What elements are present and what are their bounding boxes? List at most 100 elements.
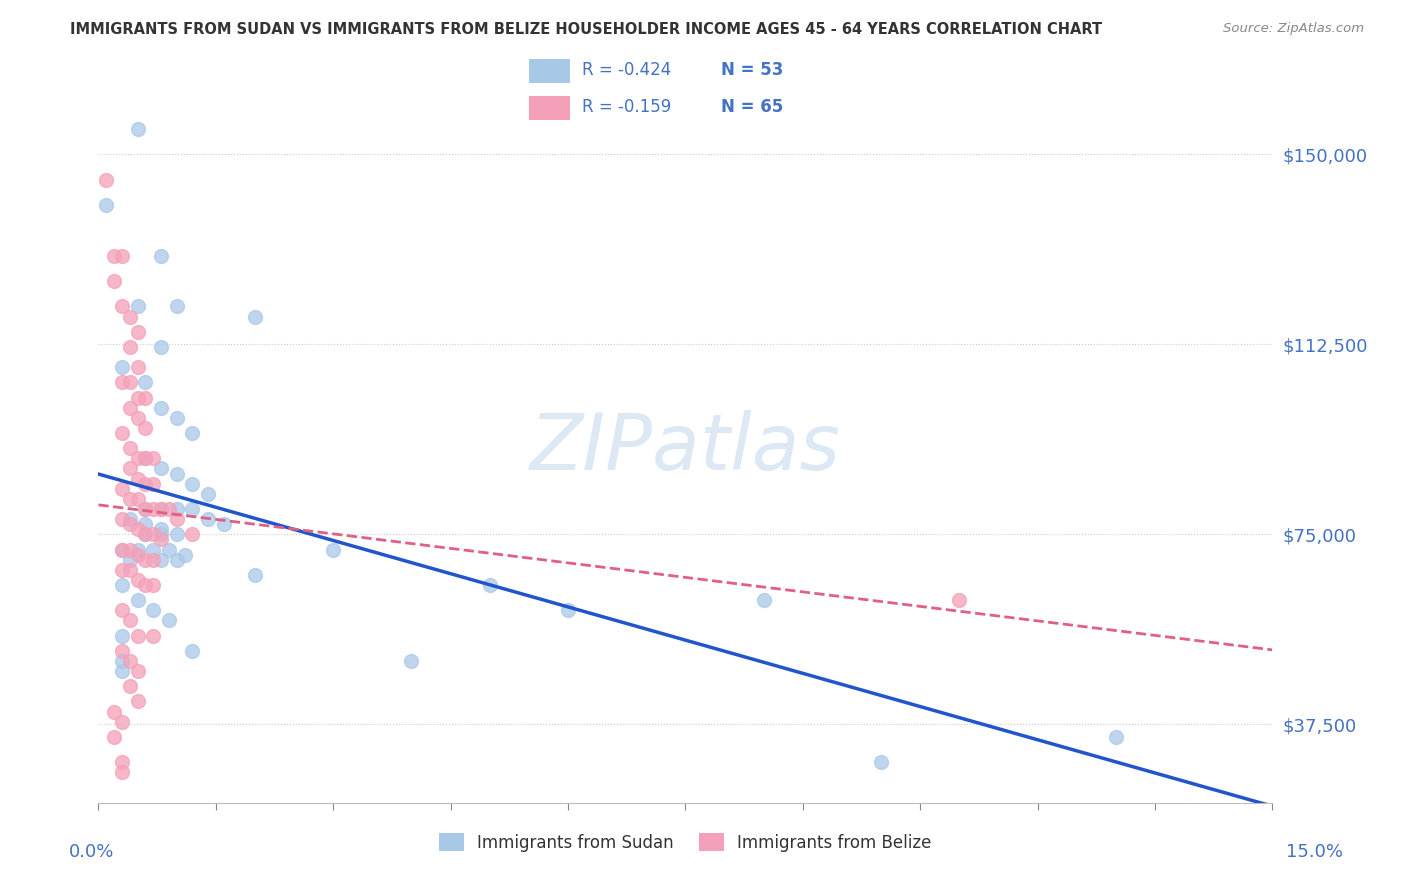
Point [103, 249, 125, 263]
Point [118, 310, 141, 324]
Point [157, 614, 180, 628]
Point [127, 629, 149, 643]
Point [118, 552, 141, 566]
Point [150, 340, 173, 354]
Point [142, 527, 165, 541]
Point [118, 401, 141, 415]
Point [118, 340, 141, 354]
Point [150, 552, 173, 566]
Point [166, 502, 188, 516]
Point [166, 512, 188, 526]
Point [752, 593, 775, 607]
Point [150, 401, 173, 415]
Point [127, 451, 149, 466]
Text: N = 65: N = 65 [721, 98, 783, 116]
Point [166, 299, 188, 313]
Bar [530, 95, 569, 120]
Point [118, 442, 141, 455]
Point [150, 527, 173, 541]
Point [103, 730, 125, 744]
Point [111, 603, 134, 617]
Point [111, 425, 134, 440]
Text: 0.0%: 0.0% [69, 843, 114, 861]
Point [150, 533, 173, 547]
Point [134, 502, 156, 516]
Point [127, 664, 149, 678]
Point [243, 567, 266, 582]
Point [157, 542, 180, 557]
Point [557, 603, 579, 617]
Point [134, 376, 156, 390]
Point [127, 410, 149, 425]
Point [111, 482, 134, 496]
Text: N = 53: N = 53 [721, 62, 783, 79]
Point [127, 299, 149, 313]
Point [181, 425, 204, 440]
Point [134, 527, 156, 541]
Point [181, 527, 204, 541]
Point [111, 512, 134, 526]
Point [134, 517, 156, 532]
Point [111, 542, 134, 557]
Point [118, 542, 141, 557]
Point [127, 542, 149, 557]
Bar [530, 59, 569, 83]
Point [118, 679, 141, 693]
Point [173, 548, 195, 562]
Point [103, 274, 125, 288]
Point [134, 421, 156, 435]
Point [111, 756, 134, 770]
Point [111, 249, 134, 263]
Point [111, 578, 134, 592]
Point [212, 517, 235, 532]
Point [142, 476, 165, 491]
Point [197, 487, 219, 501]
Point [118, 376, 141, 390]
Point [478, 578, 501, 592]
Point [150, 249, 173, 263]
Point [111, 644, 134, 658]
Point [166, 552, 188, 566]
Point [127, 694, 149, 708]
Point [181, 644, 204, 658]
Point [118, 517, 141, 532]
Point [127, 325, 149, 339]
Point [111, 629, 134, 643]
Point [127, 122, 149, 136]
Point [142, 603, 165, 617]
Point [948, 593, 970, 607]
Point [118, 614, 141, 628]
Point [181, 502, 204, 516]
Point [870, 756, 893, 770]
Point [134, 391, 156, 405]
Text: R = -0.159: R = -0.159 [582, 98, 671, 116]
Point [197, 512, 219, 526]
Point [127, 522, 149, 536]
Point [103, 705, 125, 719]
Point [157, 502, 180, 516]
Point [150, 502, 173, 516]
Point [118, 491, 141, 506]
Point [134, 451, 156, 466]
Point [166, 467, 188, 481]
Point [142, 552, 165, 566]
Point [134, 527, 156, 541]
Point [127, 491, 149, 506]
Point [401, 654, 423, 668]
Point [127, 391, 149, 405]
Point [111, 714, 134, 729]
Text: IMMIGRANTS FROM SUDAN VS IMMIGRANTS FROM BELIZE HOUSEHOLDER INCOME AGES 45 - 64 : IMMIGRANTS FROM SUDAN VS IMMIGRANTS FROM… [70, 22, 1102, 37]
Point [134, 451, 156, 466]
Legend: Immigrants from Sudan, Immigrants from Belize: Immigrants from Sudan, Immigrants from B… [433, 827, 938, 858]
Point [111, 664, 134, 678]
Point [127, 360, 149, 375]
Point [134, 476, 156, 491]
Point [111, 542, 134, 557]
Point [150, 522, 173, 536]
Point [96, 173, 118, 187]
Point [166, 527, 188, 541]
Point [134, 578, 156, 592]
Text: 15.0%: 15.0% [1286, 843, 1343, 861]
Point [111, 360, 134, 375]
Point [134, 552, 156, 566]
